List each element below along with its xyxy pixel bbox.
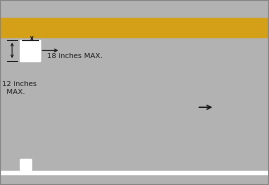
Bar bbox=[0, 18, 269, 27]
Bar bbox=[20, 40, 40, 61]
Text: 18 inches MAX.: 18 inches MAX. bbox=[47, 53, 102, 59]
Text: 12 inches
  MAX.: 12 inches MAX. bbox=[2, 81, 37, 95]
Bar bbox=[0, 28, 269, 37]
Bar bbox=[0, 171, 269, 174]
Bar bbox=[20, 159, 31, 170]
